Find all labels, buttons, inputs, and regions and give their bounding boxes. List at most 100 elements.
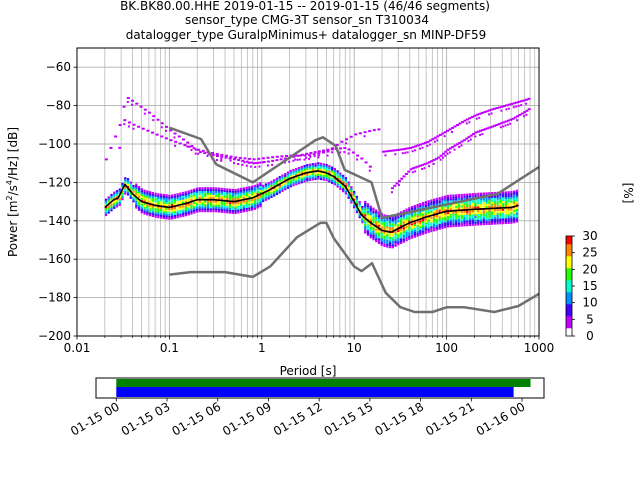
heatmap-cell xyxy=(510,212,513,215)
heatmap-cell xyxy=(496,220,499,223)
heatmap-cell xyxy=(397,222,400,225)
colorbar-tick-label: 30 xyxy=(582,229,597,243)
heatmap-cell xyxy=(137,125,141,128)
heatmap-cell xyxy=(289,185,292,188)
heatmap-cell xyxy=(239,195,243,198)
heatmap-cell xyxy=(444,199,447,202)
heatmap-cell xyxy=(366,233,370,236)
heatmap-cell xyxy=(405,218,408,221)
heatmap-cell xyxy=(303,176,306,179)
heatmap-cell xyxy=(237,201,240,204)
heatmap-cell xyxy=(386,245,389,248)
heatmap-cell xyxy=(460,203,463,206)
heatmap-cell xyxy=(402,223,405,226)
heatmap-cell xyxy=(451,130,454,133)
heatmap-cell xyxy=(493,201,496,204)
heatmap-cell xyxy=(195,208,199,211)
heatmap-cell xyxy=(176,200,179,203)
heatmap-cell xyxy=(488,196,491,199)
heatmap-cell xyxy=(204,210,207,213)
heatmap-cell xyxy=(375,232,378,235)
heatmap-cell xyxy=(416,227,419,230)
heatmap-cell xyxy=(496,209,499,212)
heatmap-cell xyxy=(426,140,430,143)
heatmap-cell xyxy=(394,225,397,228)
heatmap-cell xyxy=(388,246,392,249)
heatmap-cell xyxy=(165,200,168,203)
heatmap-cell xyxy=(466,220,469,223)
heatmap-cell xyxy=(438,197,441,200)
heatmap-cell xyxy=(319,172,323,175)
heatmap-cell xyxy=(104,214,108,217)
colorbar-segment xyxy=(566,244,572,247)
heatmap-cell xyxy=(239,210,243,213)
heatmap-cell xyxy=(427,211,430,214)
heatmap-cell xyxy=(366,205,370,208)
heatmap-cell xyxy=(168,204,171,207)
heatmap-cell xyxy=(143,206,146,209)
heatmap-cell xyxy=(173,197,177,200)
heatmap-cell xyxy=(220,155,224,158)
heatmap-cell xyxy=(380,241,383,244)
heatmap-cell xyxy=(204,189,207,192)
heatmap-cell xyxy=(394,241,397,244)
heatmap-cell xyxy=(512,200,516,203)
heatmap-cell xyxy=(515,209,519,211)
heatmap-cell xyxy=(212,210,215,213)
heatmap-cell xyxy=(444,222,447,225)
heatmap-cell xyxy=(286,186,290,189)
heatmap-cell xyxy=(273,179,276,182)
heatmap-cell xyxy=(463,216,466,219)
heatmap-cell xyxy=(317,164,320,167)
heatmap-cell xyxy=(421,213,425,216)
heatmap-cell xyxy=(258,165,261,168)
heatmap-cell xyxy=(361,221,364,224)
heatmap-cell xyxy=(182,209,185,212)
heatmap-cell xyxy=(368,169,371,172)
heatmap-cell xyxy=(135,193,138,196)
heatmap-cell xyxy=(303,165,306,168)
heatmap-cell xyxy=(339,184,342,187)
heatmap-cell xyxy=(331,151,334,154)
heatmap-cell xyxy=(408,207,411,210)
heatmap-cell xyxy=(369,230,372,233)
heatmap-cell xyxy=(275,187,279,190)
heatmap-cell xyxy=(215,191,218,194)
heatmap-cell xyxy=(253,202,257,205)
heatmap-cell xyxy=(500,109,503,112)
heatmap-cell xyxy=(435,215,439,218)
heatmap-cell xyxy=(410,229,414,232)
heatmap-cell xyxy=(449,198,452,201)
heatmap-cell xyxy=(137,208,141,211)
heatmap-cell xyxy=(339,178,342,181)
heatmap-cell xyxy=(499,220,502,223)
heatmap-cell xyxy=(419,224,422,227)
heatmap-cell xyxy=(383,239,386,242)
heatmap-cell xyxy=(474,194,477,197)
heatmap-cell xyxy=(479,219,483,222)
heatmap-cell xyxy=(118,198,121,201)
heatmap-cell xyxy=(300,175,303,178)
heatmap-cell xyxy=(377,224,381,227)
heatmap-cell xyxy=(423,163,427,166)
heatmap-cell xyxy=(481,133,484,136)
heatmap-cell xyxy=(314,162,317,165)
heatmap-cell xyxy=(271,156,275,159)
heatmap-cell xyxy=(441,217,444,220)
heatmap-cell xyxy=(433,223,436,226)
heatmap-cell xyxy=(267,184,270,187)
heatmap-cell xyxy=(239,207,243,210)
heatmap-cell xyxy=(174,140,178,143)
heatmap-cell xyxy=(402,234,405,237)
heatmap-cell xyxy=(432,162,435,165)
heatmap-cell xyxy=(303,180,306,183)
heatmap-cell xyxy=(267,182,270,185)
heatmap-cell xyxy=(435,197,439,200)
heatmap-cell xyxy=(129,194,132,197)
heatmap-cell xyxy=(336,183,339,186)
heatmap-cell xyxy=(353,196,356,199)
heatmap-cell xyxy=(248,201,251,204)
heatmap-cell xyxy=(146,207,149,210)
heatmap-cell xyxy=(204,191,207,193)
heatmap-cell xyxy=(317,175,320,178)
